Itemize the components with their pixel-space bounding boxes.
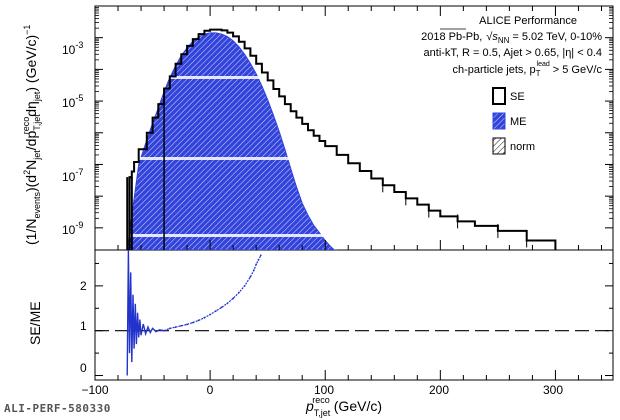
ratio-point-13 xyxy=(237,291,240,294)
ratio-panel-frame xyxy=(94,249,614,381)
legend-me-swatch xyxy=(492,112,506,130)
preliminary-id: ALI-PERF-580330 xyxy=(4,402,111,415)
legend-me-label: ME xyxy=(510,116,527,128)
me-band-0 xyxy=(127,76,337,79)
ratio-plot-area xyxy=(95,250,613,376)
xtick-0: 0 xyxy=(207,383,214,397)
xtick-200: 200 xyxy=(429,383,449,397)
me-band-1 xyxy=(127,157,337,160)
top-plot-area xyxy=(126,28,557,250)
legend-norm-label: norm xyxy=(510,141,535,153)
xtick-300: 300 xyxy=(543,383,563,397)
annotation-jets: anti-kT, R = 0.5, Ajet > 0.65, |η| < 0.4 xyxy=(424,47,602,59)
ratio-point-1 xyxy=(168,327,171,330)
me-histogram xyxy=(126,32,337,250)
ratio-point-19 xyxy=(259,254,262,257)
ytick-1e-3: 10-3 xyxy=(62,40,83,57)
ratio-point-9 xyxy=(214,310,217,312)
xtick-100: 100 xyxy=(314,383,334,397)
ratio-point-18 xyxy=(257,258,260,261)
ratio-ytick-0: 0 xyxy=(80,361,87,375)
y-axis-label-top: (1/Nevents)(d2Njet/dpT,jetrecodηjet) (Ge… xyxy=(21,25,42,245)
ratio-point-7 xyxy=(203,316,206,319)
ratio-point-6 xyxy=(197,319,200,322)
ratio-point-2 xyxy=(174,326,177,329)
x-axis-label: pT,jetreco (GeV/c) xyxy=(305,395,382,418)
ratio-point-4 xyxy=(186,323,188,326)
annotation-system: 2018 Pb-Pb, √sNN = 5.02 TeV, 0-10% xyxy=(421,31,602,45)
ratio-point-14 xyxy=(243,284,246,287)
ratio-point-16 xyxy=(252,269,255,272)
legend-se-label: SE xyxy=(510,91,525,103)
ratio-noise xyxy=(126,250,165,376)
ratio-point-11 xyxy=(226,302,229,305)
ratio-point-8 xyxy=(209,313,212,316)
y-axis-label-ratio: SE/ME xyxy=(27,301,43,345)
ratio-point-12 xyxy=(232,297,235,300)
annotation-cuts: ch-particle jets, pTlead > 5 GeV/c xyxy=(452,61,602,78)
ratio-point-10 xyxy=(220,306,223,309)
me-band-2 xyxy=(127,234,337,237)
ytick-1e-9: 10-9 xyxy=(62,220,83,237)
ratio-ytick-1: 1 xyxy=(80,319,87,333)
ratio-point-5 xyxy=(191,321,194,324)
ratio-ytick-2: 2 xyxy=(80,279,87,293)
ratio-point-3 xyxy=(180,324,183,327)
xtick-minus100: −100 xyxy=(81,383,108,397)
ratio-curve xyxy=(163,255,262,332)
ratio-point-15 xyxy=(249,275,252,278)
legend-se-swatch xyxy=(492,87,506,105)
axes-ticks xyxy=(94,5,613,380)
annotation-title: ALICE Performance xyxy=(479,15,577,27)
ytick-1e-5: 10-5 xyxy=(62,93,83,110)
ratio-point-0 xyxy=(163,329,165,332)
legend-norm-swatch xyxy=(492,137,506,155)
ytick-1e-7: 10-7 xyxy=(62,167,83,184)
ratio-point-17 xyxy=(255,263,258,266)
